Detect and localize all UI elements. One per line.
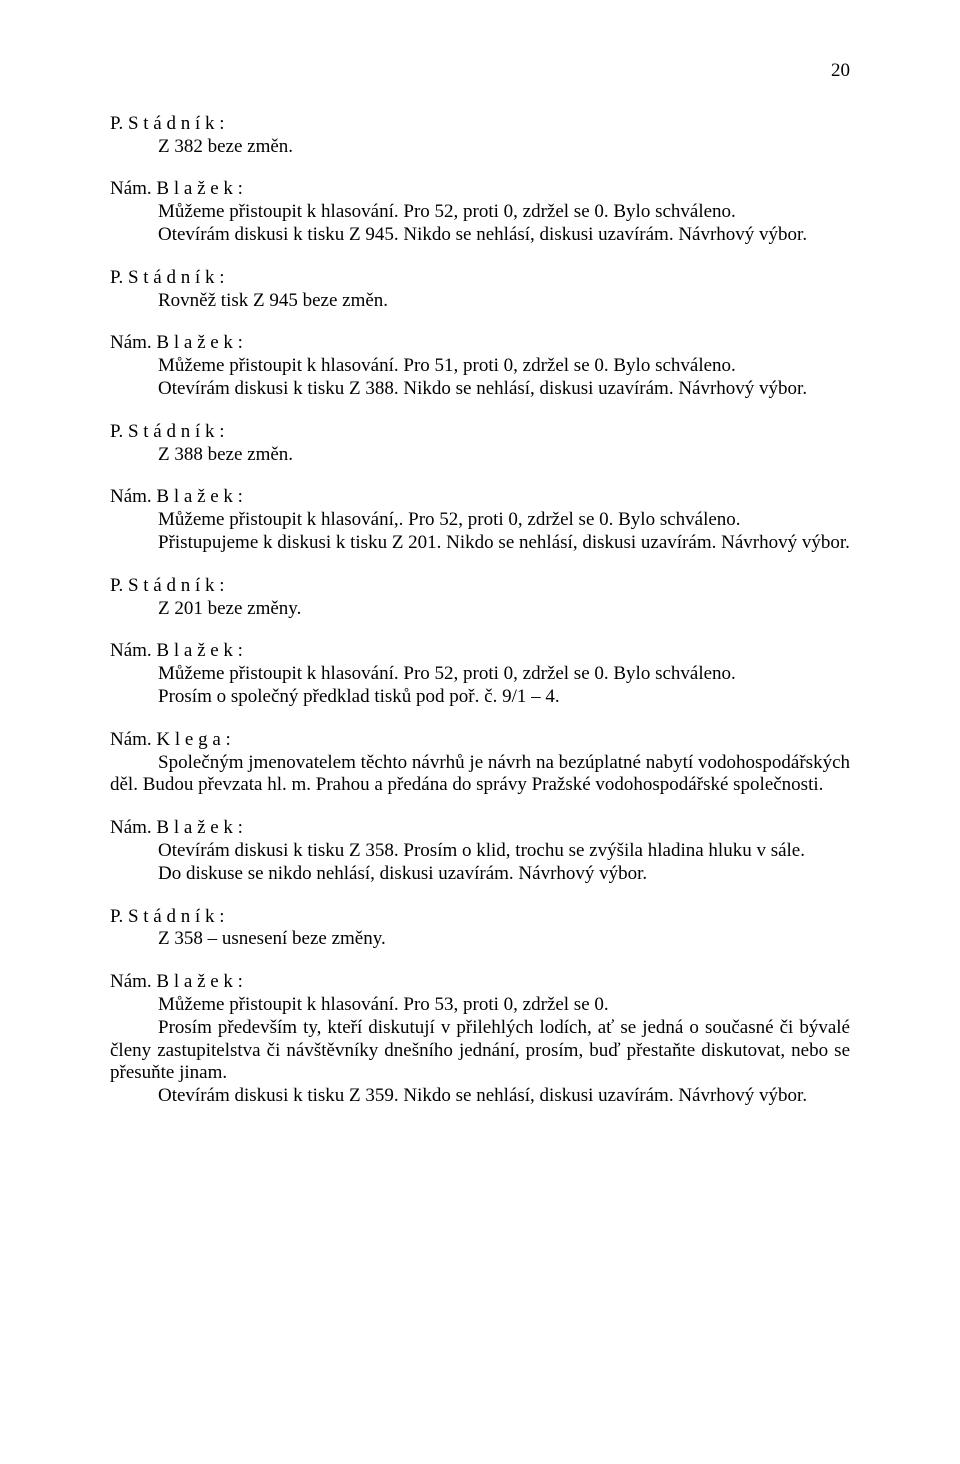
body-line: Do diskuse se nikdo nehlásí, diskusi uza… — [110, 863, 850, 886]
speaker-line: Nám. B l a ž e k : — [110, 178, 850, 201]
page-number: 20 — [110, 60, 850, 83]
body-line: Z 201 beze změny. — [110, 598, 850, 621]
text-block: Nám. B l a ž e k :Otevírám diskusi k tis… — [110, 817, 850, 885]
text-block: Nám. B l a ž e k :Můžeme přistoupit k hl… — [110, 640, 850, 708]
document-page: 20 P. S t á d n í k :Z 382 beze změn.Nám… — [0, 0, 960, 1188]
body-line: Přistupujeme k diskusi k tisku Z 201. Ni… — [110, 532, 850, 555]
body-line: Prosím o společný předklad tisků pod poř… — [110, 686, 850, 709]
text-block: Nám. K l e g a :Společným jmenovatelem t… — [110, 729, 850, 797]
body-line: Z 358 – usnesení beze změny. — [110, 928, 850, 951]
body-line: Otevírám diskusi k tisku Z 358. Prosím o… — [110, 840, 850, 863]
document-content: P. S t á d n í k :Z 382 beze změn.Nám. B… — [110, 113, 850, 1108]
body-line: Můžeme přistoupit k hlasování. Pro 52, p… — [110, 663, 850, 686]
text-block: P. S t á d n í k :Z 388 beze změn. — [110, 421, 850, 467]
body-line: Společným jmenovatelem těchto návrhů je … — [110, 752, 850, 798]
speaker-line: P. S t á d n í k : — [110, 113, 850, 136]
text-block: Nám. B l a ž e k :Můžeme přistoupit k hl… — [110, 332, 850, 400]
text-block: P. S t á d n í k :Z 201 beze změny. — [110, 575, 850, 621]
speaker-line: Nám. B l a ž e k : — [110, 971, 850, 994]
speaker-line: Nám. B l a ž e k : — [110, 332, 850, 355]
body-line: Otevírám diskusi k tisku Z 945. Nikdo se… — [110, 224, 850, 247]
body-line: Můžeme přistoupit k hlasování. Pro 53, p… — [110, 994, 850, 1017]
speaker-line: P. S t á d n í k : — [110, 267, 850, 290]
body-line: Můžeme přistoupit k hlasování,. Pro 52, … — [110, 509, 850, 532]
text-block: Nám. B l a ž e k :Můžeme přistoupit k hl… — [110, 971, 850, 1108]
speaker-line: Nám. B l a ž e k : — [110, 486, 850, 509]
text-block: P. S t á d n í k :Z 382 beze změn. — [110, 113, 850, 159]
speaker-line: Nám. K l e g a : — [110, 729, 850, 752]
body-line: Otevírám diskusi k tisku Z 359. Nikdo se… — [110, 1085, 850, 1108]
speaker-line: P. S t á d n í k : — [110, 575, 850, 598]
text-block: P. S t á d n í k :Rovněž tisk Z 945 beze… — [110, 267, 850, 313]
body-line: Otevírám diskusi k tisku Z 388. Nikdo se… — [110, 378, 850, 401]
body-line: Z 382 beze změn. — [110, 136, 850, 159]
body-line: Rovněž tisk Z 945 beze změn. — [110, 290, 850, 313]
speaker-line: Nám. B l a ž e k : — [110, 640, 850, 663]
body-line: Můžeme přistoupit k hlasování. Pro 52, p… — [110, 201, 850, 224]
body-line: Prosím především ty, kteří diskutují v p… — [110, 1017, 850, 1085]
speaker-line: P. S t á d n í k : — [110, 906, 850, 929]
text-block: P. S t á d n í k :Z 358 – usnesení beze … — [110, 906, 850, 952]
speaker-line: P. S t á d n í k : — [110, 421, 850, 444]
text-block: Nám. B l a ž e k :Můžeme přistoupit k hl… — [110, 178, 850, 246]
text-block: Nám. B l a ž e k :Můžeme přistoupit k hl… — [110, 486, 850, 554]
body-line: Z 388 beze změn. — [110, 444, 850, 467]
body-line: Můžeme přistoupit k hlasování. Pro 51, p… — [110, 355, 850, 378]
speaker-line: Nám. B l a ž e k : — [110, 817, 850, 840]
